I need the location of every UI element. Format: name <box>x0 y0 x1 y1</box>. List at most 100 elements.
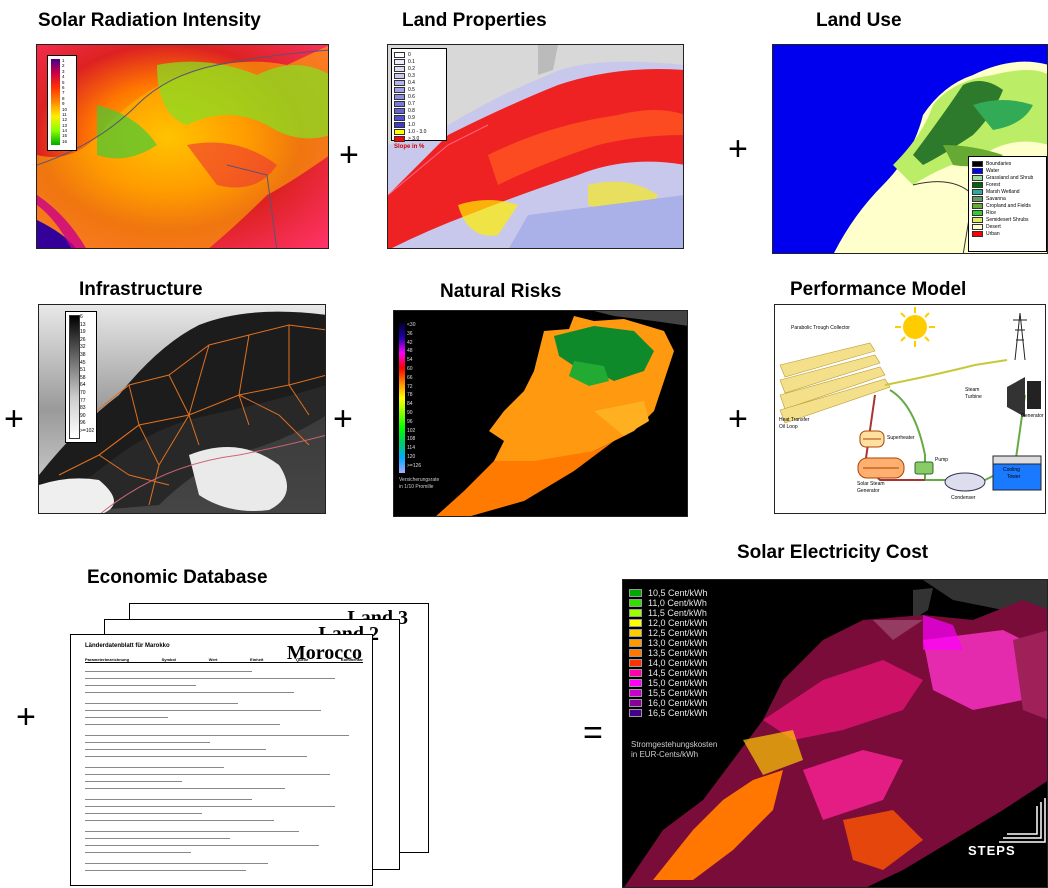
solar-radiation-legend: 1 2 3 4 5 6 7 8 9 10 11 12 13 14 15 16 <box>47 55 77 151</box>
infrastructure-title: Infrastructure <box>79 279 203 300</box>
legend-tick: 58 <box>80 374 86 381</box>
natural-risks-legend: <30 36 42 48 54 60 66 72 78 84 90 96 102 108 114 120 >=1… <box>399 322 449 493</box>
legend-swatch <box>629 589 642 597</box>
legend-tick: 11 <box>62 111 67 117</box>
legend-label: Forest <box>986 181 1001 188</box>
sun-icon <box>895 307 935 347</box>
legend-label: 1.0 <box>408 121 415 128</box>
infrastructure-image <box>39 305 325 513</box>
legend-item: 11,0 Cent/kWh <box>629 598 708 608</box>
legend-tick: 6 <box>62 84 65 90</box>
legend-label: 14,5 Cent/kWh <box>648 668 708 678</box>
sheet-text-line <box>85 735 350 736</box>
sheet-column-header: Einheit <box>250 657 264 662</box>
legend-tick: 2 <box>62 63 65 69</box>
solar-cost-legend: 10,5 Cent/kWh 11,0 Cent/kWh 11,5 Cent/kWh 1… <box>629 588 708 718</box>
sheet-text-line <box>85 685 197 686</box>
legend-item: 0.8 <box>394 107 444 114</box>
economic-sheet-front: Morocco Länderdatenblatt für Marokko Par… <box>70 634 373 886</box>
legend-swatch <box>394 100 405 107</box>
land-properties-map: 0 0.1 0.2 0.3 0.4 0.5 0.6 0.7 0.8 0.9 1.0 1.0 - 3.0… <box>387 44 684 249</box>
sheet-text-line <box>85 781 183 782</box>
plus-operator: + <box>728 400 748 438</box>
sheet-text-line <box>85 845 319 846</box>
legend-label: Urban <box>986 230 1000 237</box>
legend-tick: 90 <box>407 409 413 416</box>
legend-swatch <box>629 689 642 697</box>
legend-tick: 14 <box>62 128 68 134</box>
legend-label: 0.4 <box>408 79 415 86</box>
legend-label: 0.7 <box>408 100 415 107</box>
solar-radiation-image <box>37 45 328 248</box>
performance-label-steam-gen-1: Solar Steam <box>857 481 885 487</box>
performance-label-cooling-2: Tower <box>1007 474 1021 480</box>
legend-tick: 32 <box>80 344 86 351</box>
legend-tick: 108 <box>407 436 416 443</box>
economic-database-title: Economic Database <box>87 567 268 588</box>
sheet-text-line <box>85 742 211 743</box>
legend-tick: 26 <box>80 336 86 343</box>
solar-radiation-map: 1 2 3 4 5 6 7 8 9 10 11 12 13 14 15 16 <box>36 44 329 249</box>
legend-swatch <box>394 51 405 58</box>
legend-item: Urban <box>972 230 1043 237</box>
legend-item: Water <box>972 167 1043 174</box>
legend-item: 0.1 <box>394 58 444 65</box>
performance-label-oil-loop: Oil Loop <box>779 424 798 430</box>
steps-logo: STEPS <box>968 843 1016 858</box>
performance-label-condenser: Condenser <box>951 495 976 501</box>
sheet-columns: Parameterbezeichnung Symbol Wert Einheit Que… <box>85 657 363 663</box>
natural-risks-caption-1: Versicherungsrate <box>399 477 440 483</box>
steam-generator-icon <box>857 457 905 479</box>
solar-cost-map: 10,5 Cent/kWh 11,0 Cent/kWh 11,5 Cent/kWh 1… <box>622 579 1048 888</box>
legend-tick: 13 <box>80 321 86 328</box>
legend-swatch <box>394 93 405 100</box>
land-use-legend-items: Boundaries Water Grassland and Shrub Forest… <box>972 160 1043 237</box>
legend-tick: 120 <box>407 453 416 460</box>
legend-swatch <box>629 599 642 607</box>
legend-label: 0.5 <box>408 86 415 93</box>
legend-swatch <box>629 629 642 637</box>
legend-swatch <box>972 160 983 167</box>
legend-item: Cropland and Fields <box>972 202 1043 209</box>
sheet-text-line <box>85 671 252 672</box>
performance-label-pump: Pump <box>935 457 949 463</box>
legend-tick: 64 <box>80 382 86 389</box>
sheet-text-line <box>85 831 300 832</box>
sheet-text-line <box>85 806 336 807</box>
solar-cost-caption-1: Stromgestehungskosten <box>631 740 718 749</box>
legend-item: Marsh Wetland <box>972 188 1043 195</box>
sheet-text-line <box>85 678 336 679</box>
legend-tick: 96 <box>80 420 86 427</box>
sheet-text-line <box>85 870 247 871</box>
legend-label: 14,0 Cent/kWh <box>648 658 708 668</box>
natural-risks-caption-2: in 1/10 Promille <box>399 484 434 490</box>
performance-label-steam-turbine-1: Steam <box>965 387 980 393</box>
legend-tick: 13 <box>62 122 68 128</box>
legend-tick: 3 <box>62 68 65 74</box>
legend-item: 1.0 <box>394 121 444 128</box>
legend-item: > 3.0 <box>394 135 444 142</box>
legend-item: 15,5 Cent/kWh <box>629 688 708 698</box>
legend-item: 13,5 Cent/kWh <box>629 648 708 658</box>
legend-tick: 78 <box>407 392 413 399</box>
legend-swatch <box>394 128 405 135</box>
performance-label-collector: Parabolic Trough Collector <box>791 325 850 331</box>
legend-tick: 70 <box>80 389 86 396</box>
legend-swatch <box>394 107 405 114</box>
legend-tick: 114 <box>407 445 415 452</box>
solar-radiation-colorbar <box>51 59 60 145</box>
plus-operator: + <box>4 400 24 438</box>
legend-tick: 36 <box>407 330 413 337</box>
legend-tick: 12 <box>62 117 68 123</box>
sheet-column-header: Quelle <box>295 657 309 662</box>
pump-icon <box>914 461 934 475</box>
sheet-text-line <box>85 838 230 839</box>
legend-swatch <box>629 609 642 617</box>
land-properties-title: Land Properties <box>402 10 547 31</box>
performance-model-image <box>779 307 1042 492</box>
legend-item: 0.6 <box>394 93 444 100</box>
legend-swatch <box>972 188 983 195</box>
legend-item: 14,0 Cent/kWh <box>629 658 708 668</box>
legend-tick: 90 <box>80 412 86 419</box>
legend-label: 0.2 <box>408 65 415 72</box>
